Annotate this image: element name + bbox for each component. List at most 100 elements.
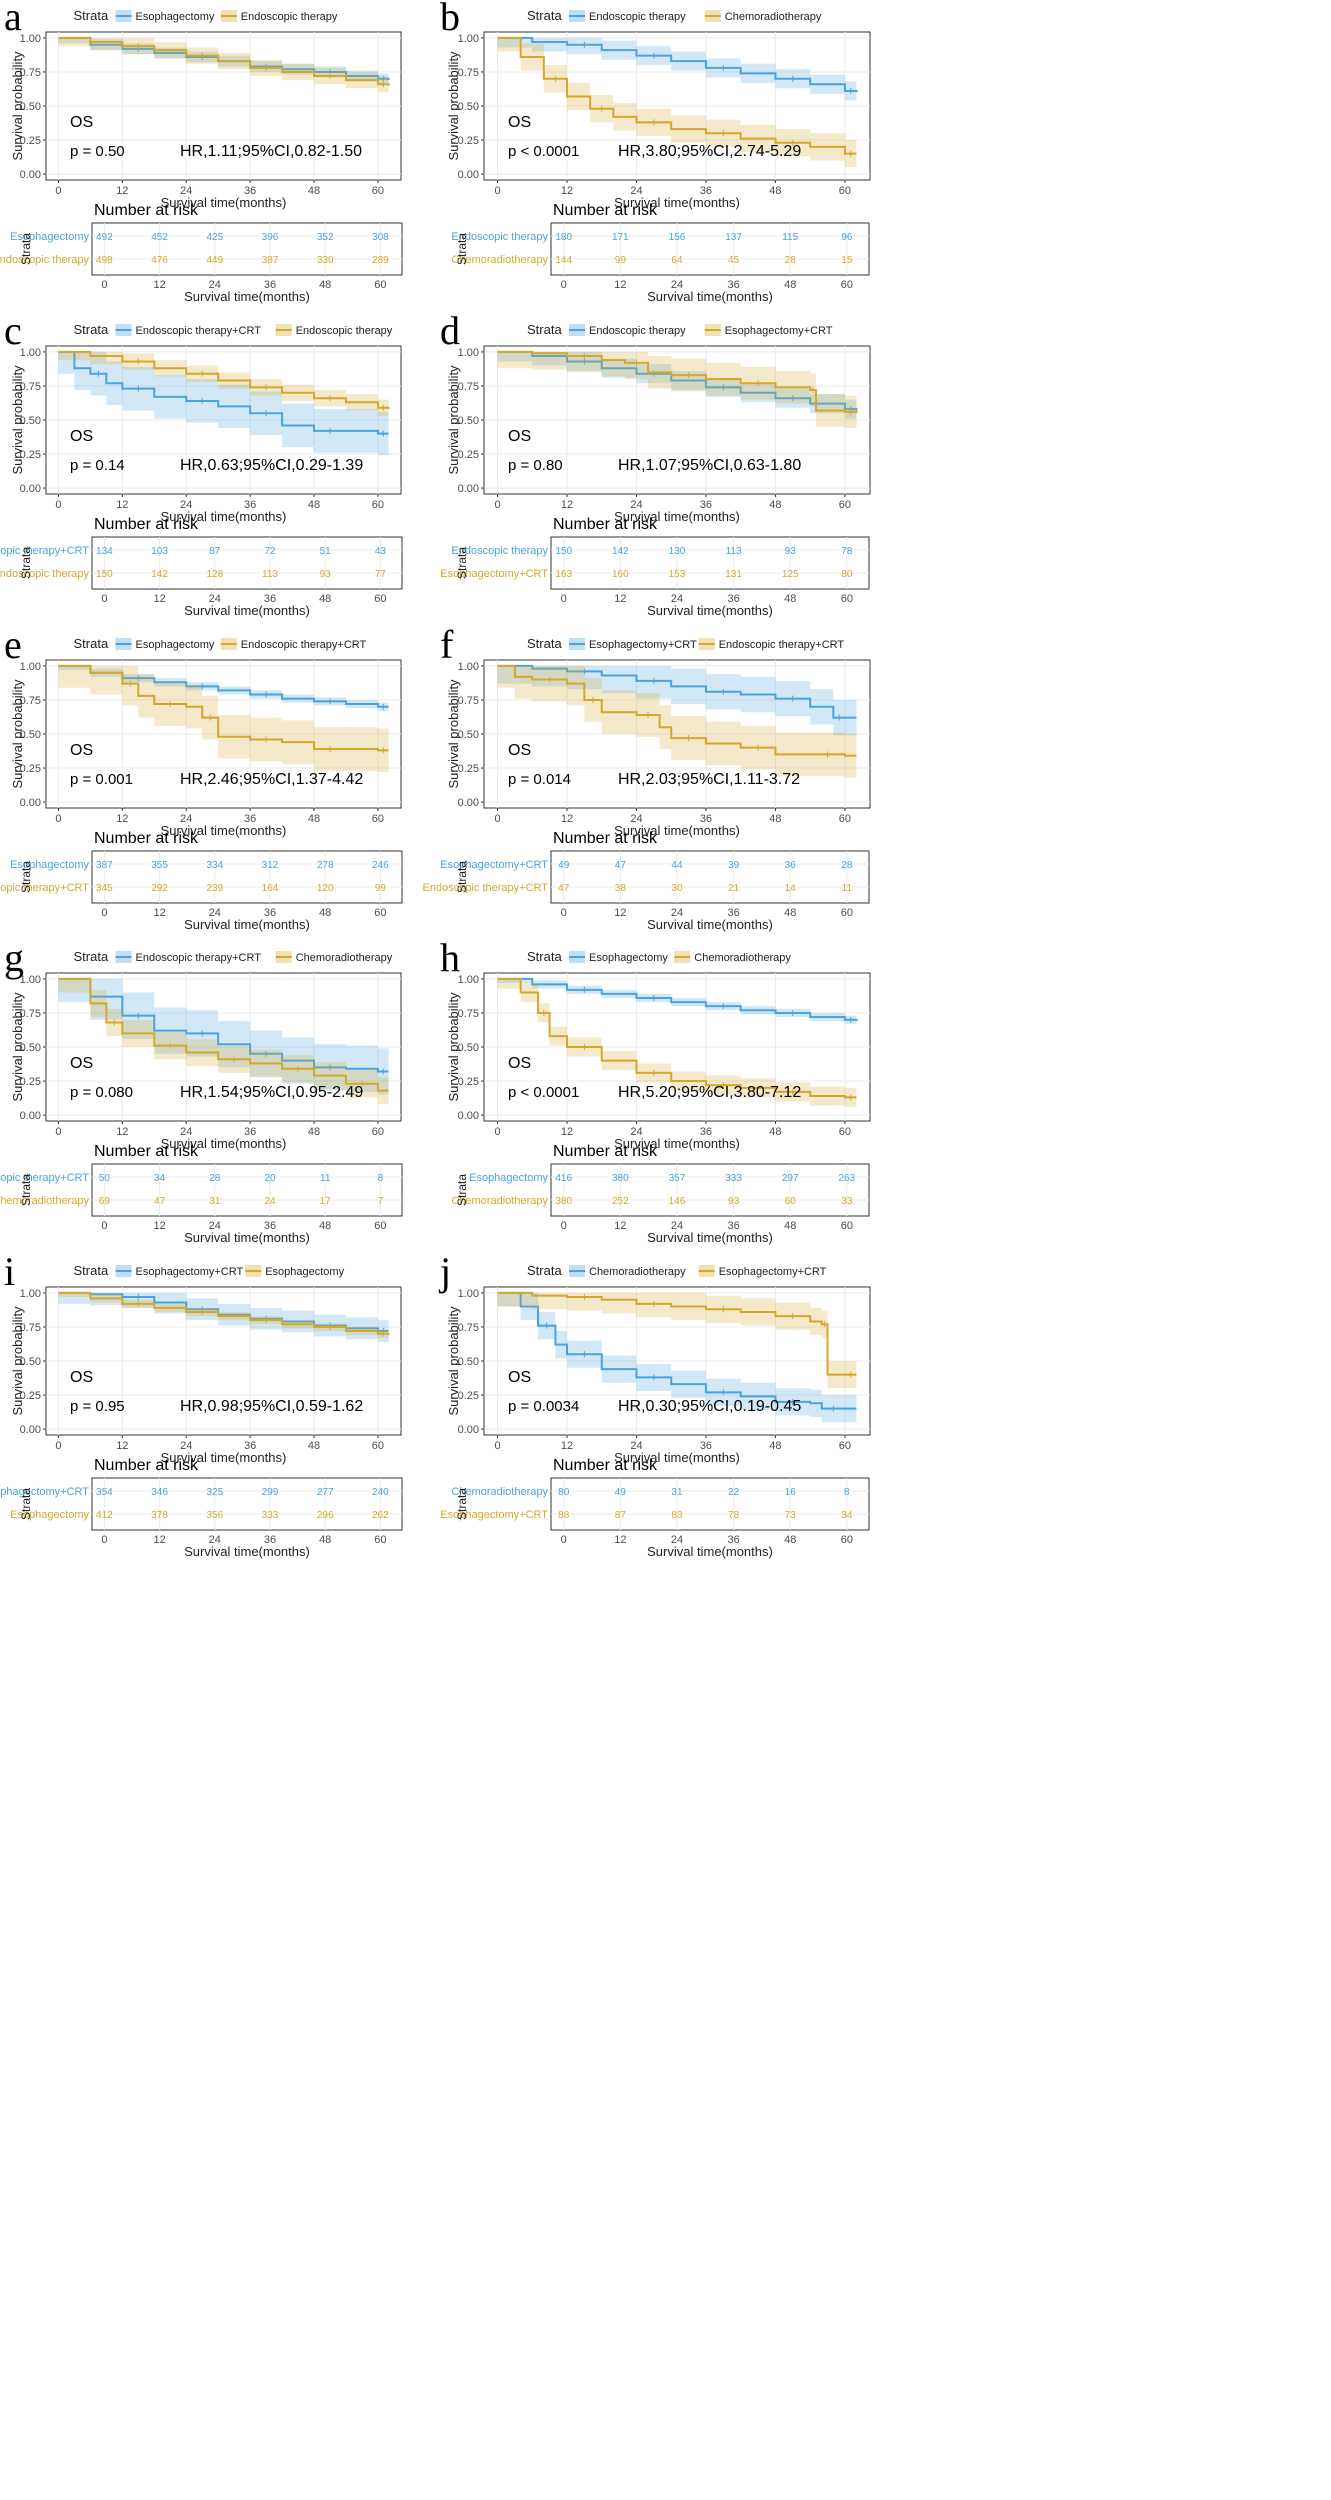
risk-count: 50 — [99, 1173, 111, 1184]
x-tick-label: 24 — [180, 1440, 192, 1452]
risk-strata-label-2: Endoscopic therapy — [0, 254, 89, 266]
x-tick-label: 48 — [769, 499, 781, 511]
x-tick-label: 0 — [55, 185, 61, 197]
risk-table-title: Number at risk — [94, 516, 199, 533]
legend-label-2: Esophagectomy+CRT — [719, 1266, 827, 1278]
x-tick-label: 24 — [630, 1440, 642, 1452]
risk-x-tick-label: 12 — [153, 1534, 165, 1546]
risk-table-box — [91, 1477, 403, 1531]
legend-label-1: Esophagectomy — [589, 952, 668, 964]
risk-count: 292 — [151, 883, 168, 894]
km-curve-2 — [58, 977, 389, 1092]
risk-count: 476 — [151, 255, 168, 266]
annotation-os: OS — [70, 114, 93, 131]
y-tick-label: 0.25 — [20, 1076, 41, 1088]
p-value: p = 0.0034 — [508, 1398, 579, 1415]
ci-band-1 — [58, 351, 389, 456]
risk-count: 80 — [558, 1487, 570, 1498]
y-tick-label: 0.25 — [20, 763, 41, 775]
risk-x-tick-label: 0 — [101, 1220, 107, 1232]
ci-band-2 — [58, 978, 389, 1105]
annotation-os: OS — [70, 1369, 93, 1386]
panel-letter: j — [438, 1249, 451, 1294]
risk-count: 142 — [612, 546, 629, 557]
km-curve-1 — [497, 1291, 857, 1410]
risk-x-tick-label: 0 — [561, 907, 567, 919]
risk-x-tick-label: 24 — [671, 1220, 683, 1232]
panel-j: j Strata Chemoradiotherapy Esophagectomy+CR… — [438, 1249, 871, 1559]
panel-letter: g — [4, 935, 24, 980]
risk-y-axis-title: Strata — [19, 1174, 33, 1206]
ci-band-2 — [58, 665, 389, 773]
x-tick-label: 12 — [561, 1440, 573, 1452]
legend: Strata Endoscopic therapy Chemoradiotherap… — [527, 8, 822, 23]
x-tick-label: 36 — [700, 1126, 712, 1138]
risk-count: 87 — [615, 1510, 627, 1521]
x-tick-label: 0 — [55, 813, 61, 825]
x-tick-label: 36 — [244, 499, 256, 511]
risk-x-tick-label: 0 — [101, 907, 107, 919]
legend-title: Strata — [527, 949, 562, 964]
hazard-ratio: HR,3.80;95%CI,2.74-5.29 — [618, 143, 801, 160]
legend-label-1: Chemoradiotherapy — [589, 1266, 686, 1278]
y-tick-label: 0.25 — [458, 449, 479, 461]
risk-x-tick-label: 36 — [727, 907, 739, 919]
x-tick-label: 12 — [561, 813, 573, 825]
risk-count: 142 — [151, 569, 168, 580]
panel-e: e Strata Esophagectomy Endoscopic therapy+C… — [0, 622, 403, 932]
x-tick-label: 48 — [308, 1440, 320, 1452]
annotation-os: OS — [70, 742, 93, 759]
risk-strata-label-2: Endoscopic therapy+CRT — [423, 882, 549, 894]
risk-table-title: Number at risk — [94, 202, 199, 219]
risk-x-tick-label: 12 — [614, 907, 626, 919]
risk-count: 425 — [206, 232, 223, 243]
x-tick-label: 12 — [116, 1126, 128, 1138]
risk-count: 93 — [728, 1196, 740, 1207]
risk-count: 134 — [96, 546, 113, 557]
ci-band-2 — [497, 351, 857, 430]
x-axis-title: Survival time(months) — [614, 1136, 740, 1151]
x-tick-label: 0 — [494, 813, 500, 825]
x-tick-label: 60 — [839, 813, 851, 825]
x-axis-title: Survival time(months) — [614, 1450, 740, 1465]
y-tick-label: 0.00 — [458, 1424, 479, 1436]
risk-count: 387 — [262, 255, 279, 266]
km-curve-1 — [497, 664, 857, 719]
risk-x-tick-label: 0 — [561, 1534, 567, 1546]
risk-count: 51 — [320, 546, 332, 557]
legend-label-2: Chemoradiotherapy — [296, 952, 393, 964]
y-tick-label: 0.50 — [20, 729, 41, 741]
ci-band-1 — [497, 665, 857, 736]
risk-strata-label-1: Endoscopic therapy — [451, 231, 548, 243]
y-axis-title: Survival probability — [446, 992, 461, 1102]
p-value: p < 0.0001 — [508, 1084, 579, 1101]
risk-x-tick-label: 48 — [319, 1534, 331, 1546]
panel-b: b Strata Endoscopic therapy Chemoradiothera… — [440, 0, 871, 304]
ci-band-1 — [58, 978, 389, 1095]
risk-count: 130 — [669, 546, 686, 557]
risk-count: 150 — [96, 569, 113, 580]
risk-count: 164 — [262, 883, 279, 894]
x-axis-title: Survival time(months) — [161, 1450, 287, 1465]
ci-band-2 — [497, 37, 857, 168]
risk-count: 78 — [841, 546, 853, 557]
risk-count: 47 — [558, 883, 570, 894]
risk-count: 498 — [96, 255, 113, 266]
risk-x-tick-label: 36 — [727, 593, 739, 605]
annotation-os: OS — [70, 1055, 93, 1072]
x-tick-label: 48 — [769, 1440, 781, 1452]
y-tick-label: 1.00 — [20, 347, 41, 359]
risk-strata-label-1: Endoscopic therapy — [451, 545, 548, 557]
risk-count: 346 — [151, 1487, 168, 1498]
risk-table-title: Number at risk — [553, 1143, 658, 1160]
risk-x-tick-label: 36 — [264, 1534, 276, 1546]
panel-g: g Strata Endoscopic therapy+CRT Chemoradiot… — [0, 935, 403, 1245]
x-tick-label: 48 — [769, 813, 781, 825]
p-value: p = 0.080 — [70, 1084, 133, 1101]
y-tick-label: 0.25 — [458, 1076, 479, 1088]
risk-count: 31 — [209, 1196, 221, 1207]
risk-x-tick-label: 60 — [374, 907, 386, 919]
risk-x-tick-label: 0 — [101, 593, 107, 605]
risk-count: 11 — [842, 883, 853, 894]
risk-table-box — [550, 222, 870, 276]
